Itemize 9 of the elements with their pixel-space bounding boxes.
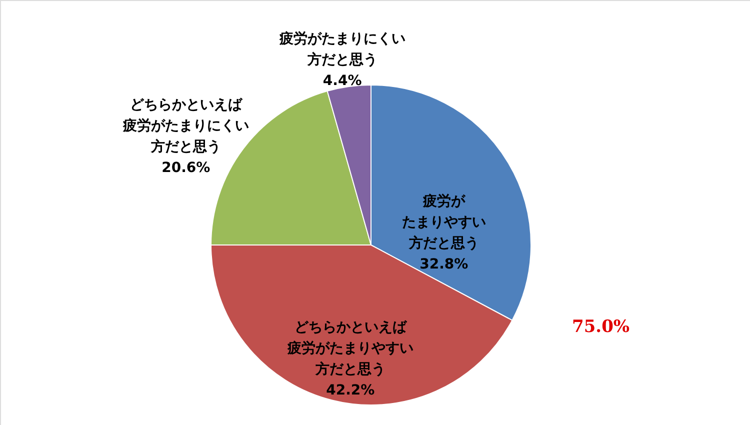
text: 75.0% bbox=[572, 317, 630, 337]
data-label: 20.6% bbox=[162, 160, 210, 176]
data-label: 32.8% bbox=[420, 256, 468, 272]
slice-label: 疲労がたまりにくい方だと思う bbox=[278, 30, 406, 68]
data-label: 42.2% bbox=[326, 382, 375, 398]
slice-label: 疲労がたまりやすい方だと思う bbox=[402, 192, 486, 252]
data-label: 4.4% bbox=[322, 72, 362, 89]
slice-label: どちらかといえば疲労がたまりにくい方だと思う bbox=[122, 97, 249, 156]
slice-label: どちらかといえば疲労がたまりやすい方だと思う bbox=[286, 319, 414, 378]
